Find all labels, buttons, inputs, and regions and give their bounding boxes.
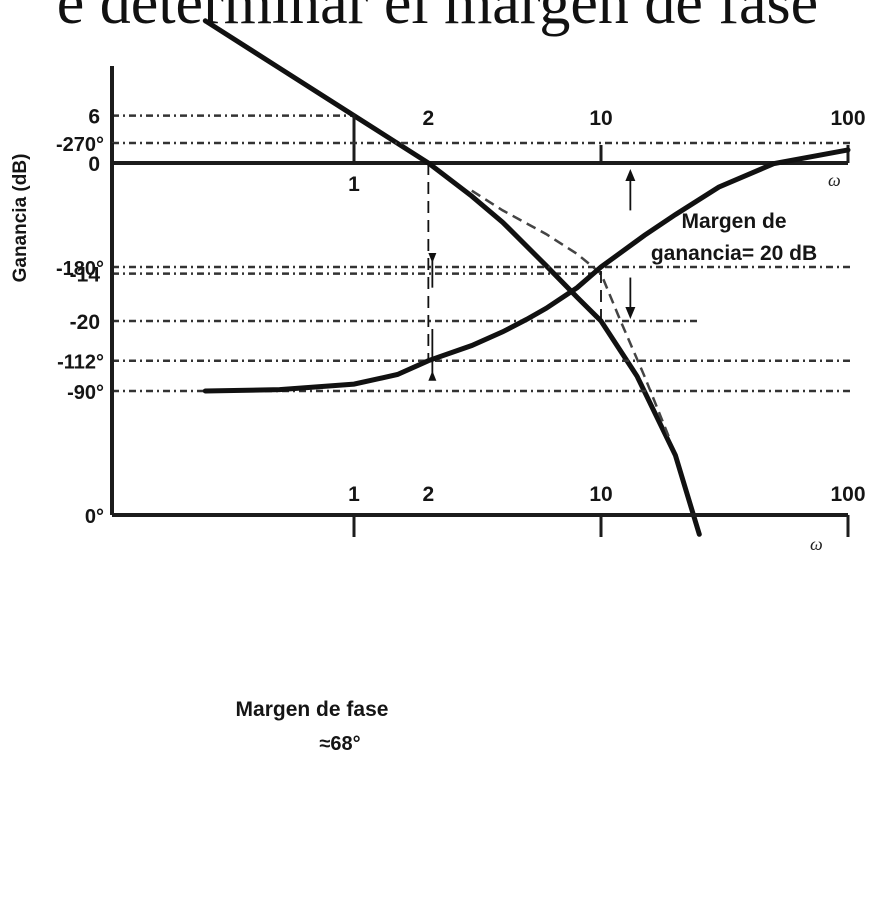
magnitude-x-axis-label: ω: [828, 170, 841, 190]
phase-curve: [202, 147, 851, 394]
magnitude-y-tick-label-1: 0: [88, 153, 100, 176]
phase-margin-label-line1: Margen de fase: [236, 698, 389, 721]
phase-margin-arrowhead-down: [428, 253, 437, 263]
phase-y-tick-label-4: -270°: [56, 134, 104, 156]
gain-margin-label-line1: Margen de: [681, 210, 786, 233]
phase-y-tick-label-2: -112°: [57, 352, 104, 374]
magnitude-plot: 1 2 10 100 6 0 -14 -20 Margen de ganancia= 20 dB…: [10, 18, 866, 537]
phase-y-tick-label-3: -180°: [56, 258, 104, 280]
phase-x-tick-label-3: 100: [830, 483, 865, 506]
magnitude-x-tick-label-3: 100: [830, 107, 865, 130]
phase-x-tick-label-0: 1: [348, 483, 360, 506]
magnitude-x-tick-label-2: 10: [589, 107, 612, 130]
gain-margin-arrowhead-down: [625, 307, 636, 319]
magnitude-x-tick-label-0: 1: [348, 173, 360, 196]
magnitude-y-tick-label-3: -20: [70, 311, 100, 334]
gain-margin-label-line2: ganancia= 20 dB: [651, 242, 817, 265]
magnitude-y-tick-label-0: 6: [88, 106, 100, 129]
phase-margin-label-line2: ≈68°: [319, 733, 360, 755]
phase-y-tick-label-0: 0°: [85, 506, 104, 528]
crossover-guide-lines: [427, 163, 602, 361]
magnitude-y-tick-label-2: -14: [70, 264, 101, 287]
phase-x-axis-label: ω: [810, 534, 823, 554]
phase-x-tick-label-2: 10: [589, 483, 612, 506]
gain-margin-arrowhead-up: [625, 169, 636, 181]
magnitude-x-tick-label-1: 2: [423, 107, 435, 130]
magnitude-curve-asymptotic: [471, 189, 672, 440]
magnitude-y-axis-label: Ganancia (dB): [10, 154, 31, 283]
slide-title-fragment: e determinar el margen de fase: [56, 0, 819, 37]
phase-y-tick-label-1: -90°: [67, 382, 104, 404]
phase-margin-arrowhead-up: [428, 370, 437, 381]
magnitude-curve-exact: [202, 18, 702, 537]
phase-x-tick-label-1: 2: [423, 483, 435, 506]
